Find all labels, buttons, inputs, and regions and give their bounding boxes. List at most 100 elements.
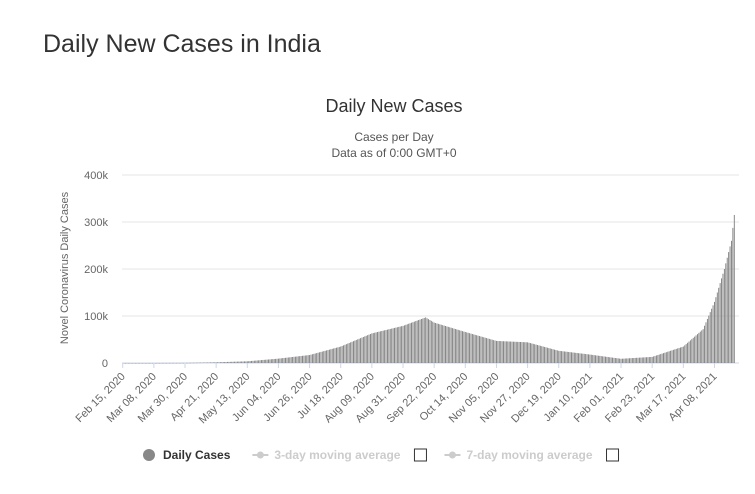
bar[interactable] (432, 321, 434, 363)
bar[interactable] (238, 361, 240, 363)
bar[interactable] (664, 352, 666, 363)
bar[interactable] (596, 355, 598, 363)
bar[interactable] (541, 346, 543, 363)
bar[interactable] (147, 362, 149, 364)
bar[interactable] (340, 346, 342, 363)
bar[interactable] (647, 357, 649, 363)
bar[interactable] (529, 343, 531, 363)
bar[interactable] (360, 338, 362, 363)
bar[interactable] (607, 357, 609, 363)
bar[interactable] (347, 343, 349, 363)
bar[interactable] (729, 246, 731, 363)
bar[interactable] (125, 362, 126, 364)
bar[interactable] (614, 358, 616, 363)
bar[interactable] (166, 362, 168, 364)
bar[interactable] (361, 337, 363, 363)
bar[interactable] (558, 350, 560, 363)
bar[interactable] (412, 322, 414, 363)
bar[interactable] (210, 362, 211, 363)
bar[interactable] (385, 329, 387, 363)
bar[interactable] (507, 341, 509, 363)
bar[interactable] (317, 352, 319, 363)
bar[interactable] (518, 341, 520, 363)
bar[interactable] (392, 328, 394, 363)
bar[interactable] (348, 342, 350, 363)
bar[interactable] (446, 326, 448, 363)
bar[interactable] (353, 341, 354, 363)
bar[interactable] (525, 342, 527, 363)
bar[interactable] (266, 359, 268, 363)
bar[interactable] (709, 312, 711, 363)
bar[interactable] (331, 348, 333, 363)
bar[interactable] (198, 362, 200, 364)
bar[interactable] (367, 335, 369, 363)
bar[interactable] (217, 362, 219, 363)
bar[interactable] (436, 323, 438, 363)
bar[interactable] (218, 362, 220, 363)
bar[interactable] (638, 357, 640, 363)
bar[interactable] (634, 357, 636, 363)
bar[interactable] (194, 362, 196, 364)
bar[interactable] (589, 354, 591, 363)
bar[interactable] (568, 351, 570, 363)
bar[interactable] (610, 357, 612, 363)
bar[interactable] (300, 355, 302, 363)
bar[interactable] (375, 332, 377, 363)
bar[interactable] (181, 362, 183, 364)
bar[interactable] (426, 318, 428, 363)
bar[interactable] (309, 355, 311, 363)
bar[interactable] (681, 347, 683, 363)
bar[interactable] (236, 361, 238, 363)
bar[interactable] (232, 361, 234, 363)
bar[interactable] (486, 338, 488, 363)
bar[interactable] (418, 320, 420, 363)
bar[interactable] (716, 292, 718, 364)
bar[interactable] (227, 361, 228, 363)
bar[interactable] (374, 332, 376, 363)
bar[interactable] (157, 362, 159, 364)
bar[interactable] (344, 344, 346, 363)
bar[interactable] (259, 360, 261, 363)
bar[interactable] (408, 323, 410, 363)
bar[interactable] (142, 362, 143, 364)
bar[interactable] (569, 352, 571, 363)
bar[interactable] (522, 342, 524, 363)
bar[interactable] (725, 263, 727, 363)
bar[interactable] (606, 356, 608, 363)
bar[interactable] (362, 336, 364, 363)
bar[interactable] (643, 357, 645, 363)
bar[interactable] (396, 327, 398, 363)
bar[interactable] (163, 362, 165, 364)
bar[interactable] (555, 350, 557, 363)
bar[interactable] (405, 324, 407, 363)
bar[interactable] (670, 350, 672, 363)
bar[interactable] (333, 348, 335, 363)
bar[interactable] (549, 348, 551, 363)
bar[interactable] (239, 361, 241, 363)
bar[interactable] (154, 362, 156, 364)
bar[interactable] (442, 325, 444, 363)
bar[interactable] (262, 359, 264, 363)
bar[interactable] (289, 357, 291, 363)
bar[interactable] (481, 336, 483, 363)
bar[interactable] (174, 362, 176, 364)
bar[interactable] (365, 335, 367, 363)
bar[interactable] (498, 341, 500, 363)
bar[interactable] (382, 330, 384, 363)
bar[interactable] (136, 362, 138, 364)
bar[interactable] (433, 322, 435, 363)
bar[interactable] (689, 340, 691, 363)
bar[interactable] (379, 331, 381, 363)
bar[interactable] (616, 358, 618, 363)
bar[interactable] (323, 351, 325, 363)
bar[interactable] (505, 341, 507, 363)
bar[interactable] (583, 353, 585, 363)
bar[interactable] (667, 351, 669, 363)
bar[interactable] (384, 330, 386, 363)
bar[interactable] (718, 287, 720, 363)
bar[interactable] (641, 357, 643, 363)
bar[interactable] (609, 357, 611, 363)
bar[interactable] (350, 342, 352, 363)
bar[interactable] (575, 352, 577, 363)
bar[interactable] (723, 269, 725, 363)
